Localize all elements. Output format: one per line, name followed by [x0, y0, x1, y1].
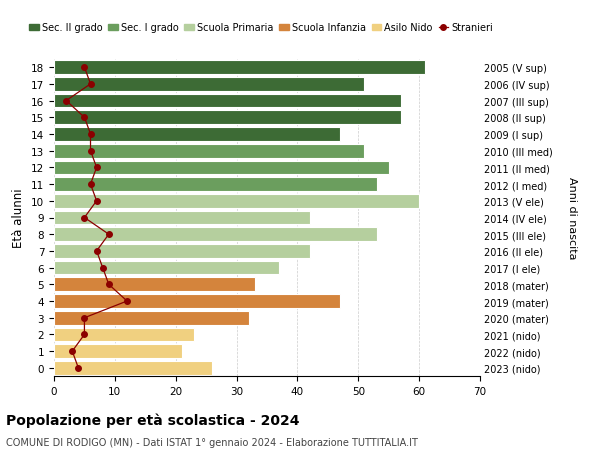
- Bar: [54, 278, 255, 291]
- Bar: [54, 195, 419, 208]
- Bar: [54, 228, 377, 241]
- Legend: Sec. II grado, Sec. I grado, Scuola Primaria, Scuola Infanzia, Asilo Nido, Stran: Sec. II grado, Sec. I grado, Scuola Prim…: [29, 23, 493, 34]
- Bar: [54, 128, 340, 141]
- Bar: [54, 311, 249, 325]
- Text: COMUNE DI RODIGO (MN) - Dati ISTAT 1° gennaio 2024 - Elaborazione TUTTITALIA.IT: COMUNE DI RODIGO (MN) - Dati ISTAT 1° ge…: [6, 437, 418, 447]
- Bar: [54, 61, 425, 75]
- Y-axis label: Età alunni: Età alunni: [13, 188, 25, 248]
- Y-axis label: Anni di nascita: Anni di nascita: [567, 177, 577, 259]
- Text: Popolazione per età scolastica - 2024: Popolazione per età scolastica - 2024: [6, 413, 299, 428]
- Bar: [54, 78, 364, 91]
- Bar: [54, 145, 364, 158]
- Bar: [54, 295, 340, 308]
- Bar: [54, 245, 310, 258]
- Bar: [54, 261, 279, 275]
- Bar: [54, 95, 401, 108]
- Bar: [54, 345, 182, 358]
- Bar: [54, 111, 401, 125]
- Bar: [54, 211, 310, 225]
- Bar: [54, 161, 389, 175]
- Bar: [54, 361, 212, 375]
- Bar: [54, 178, 377, 191]
- Bar: [54, 328, 194, 341]
